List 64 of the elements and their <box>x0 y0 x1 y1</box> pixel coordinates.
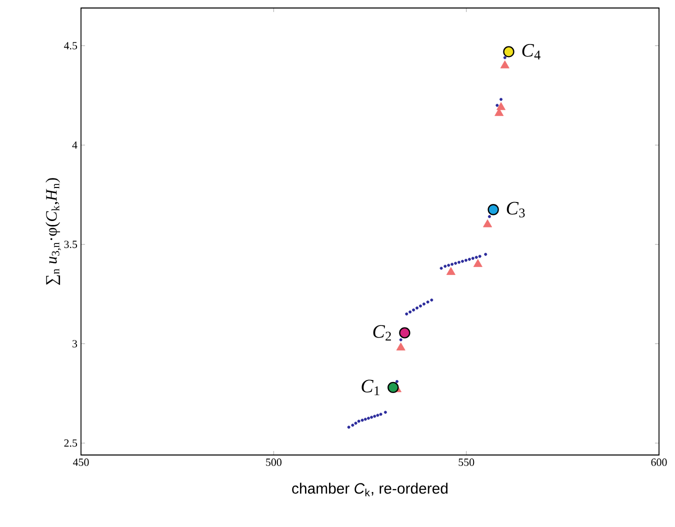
point <box>426 300 430 304</box>
point <box>396 342 406 350</box>
point <box>422 302 426 306</box>
point <box>412 308 416 312</box>
y-tick-label: 3.5 <box>64 240 78 248</box>
point <box>399 338 402 342</box>
y-tick-label: 2.5 <box>64 439 78 447</box>
point <box>384 410 387 414</box>
point <box>478 254 482 258</box>
point <box>471 256 474 260</box>
point <box>488 204 499 216</box>
point <box>446 267 456 275</box>
point <box>447 264 450 267</box>
annotation: C$_{4}$ <box>522 44 540 60</box>
x-tick-label: 500 <box>266 458 282 466</box>
point <box>500 98 503 101</box>
point <box>408 310 412 314</box>
point <box>444 264 447 268</box>
point <box>496 102 506 110</box>
point <box>354 422 358 425</box>
point <box>483 219 492 228</box>
point <box>473 259 482 267</box>
point <box>474 256 478 259</box>
y-tick-label: 4.5 <box>64 42 78 50</box>
point <box>468 258 471 261</box>
point <box>488 215 491 218</box>
point <box>503 46 514 58</box>
point <box>460 260 464 263</box>
point <box>440 266 443 270</box>
point <box>388 382 399 394</box>
point <box>418 304 422 308</box>
annotation: C$_{2}$ <box>373 325 391 341</box>
x-tick-label: 600 <box>651 458 667 466</box>
text: ∑$_{n}$ u$_{3,n}$·φ(C$_{k}$,H$_{n}$) <box>46 178 61 285</box>
point <box>364 418 367 421</box>
point <box>405 312 408 316</box>
point <box>503 56 506 60</box>
annotation: C$_{1}$ <box>362 380 380 396</box>
point <box>357 420 360 423</box>
point <box>376 414 380 417</box>
point <box>484 252 488 256</box>
point <box>450 262 454 266</box>
point <box>379 412 382 416</box>
point <box>366 416 370 420</box>
point <box>347 426 350 429</box>
point <box>496 104 499 107</box>
point <box>360 418 364 422</box>
x-axis-title: chamber C$_{k}$, re-ordered <box>292 482 448 496</box>
y-tick-label: 4 <box>72 141 78 149</box>
point <box>373 414 376 418</box>
point <box>370 416 374 419</box>
point <box>458 260 461 264</box>
point <box>351 424 354 427</box>
point <box>416 306 419 310</box>
point <box>395 380 398 383</box>
point <box>500 60 510 68</box>
point <box>430 298 434 302</box>
point <box>454 262 458 265</box>
x-tick-label: 550 <box>458 458 474 466</box>
y-tick-label: 3 <box>72 340 78 348</box>
x-tick-label: 450 <box>73 458 89 466</box>
point <box>464 258 468 262</box>
point <box>399 327 410 338</box>
annotation: C$_{3}$ <box>506 202 525 218</box>
